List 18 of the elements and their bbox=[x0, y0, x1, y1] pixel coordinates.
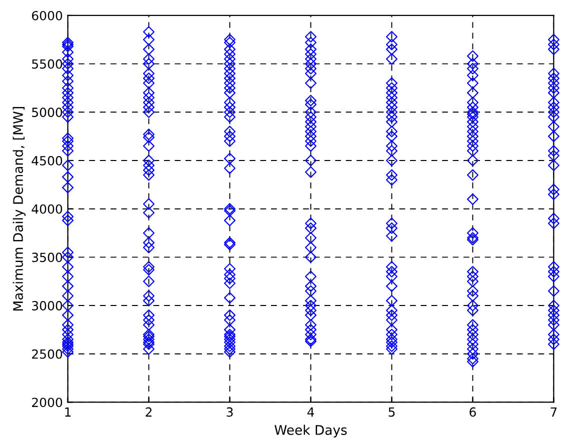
x-tick-label: 4 bbox=[307, 407, 314, 417]
x-tick-label: 1 bbox=[65, 407, 71, 417]
y-axis-title: Maximum Daily Demand, [MW] bbox=[12, 107, 26, 310]
y-tick-label: 3500 bbox=[32, 252, 62, 262]
x-tick-label: 3 bbox=[226, 407, 233, 417]
x-axis-title: Week Days bbox=[274, 424, 347, 438]
x-tick-label: 7 bbox=[550, 407, 557, 417]
y-tick-label: 5500 bbox=[32, 59, 62, 69]
x-tick-label: 2 bbox=[146, 407, 152, 417]
y-tick-label: 5000 bbox=[32, 108, 62, 118]
y-tick-label: 2500 bbox=[32, 349, 62, 359]
y-tick-label: 4000 bbox=[32, 204, 62, 214]
x-tick-label: 6 bbox=[470, 407, 476, 417]
y-tick-label: 6000 bbox=[32, 10, 62, 20]
y-tick-label: 3000 bbox=[32, 301, 62, 310]
x-tick-label: 5 bbox=[388, 407, 395, 417]
y-tick-label: 4500 bbox=[32, 156, 62, 166]
y-tick-label: 2000 bbox=[32, 398, 62, 408]
